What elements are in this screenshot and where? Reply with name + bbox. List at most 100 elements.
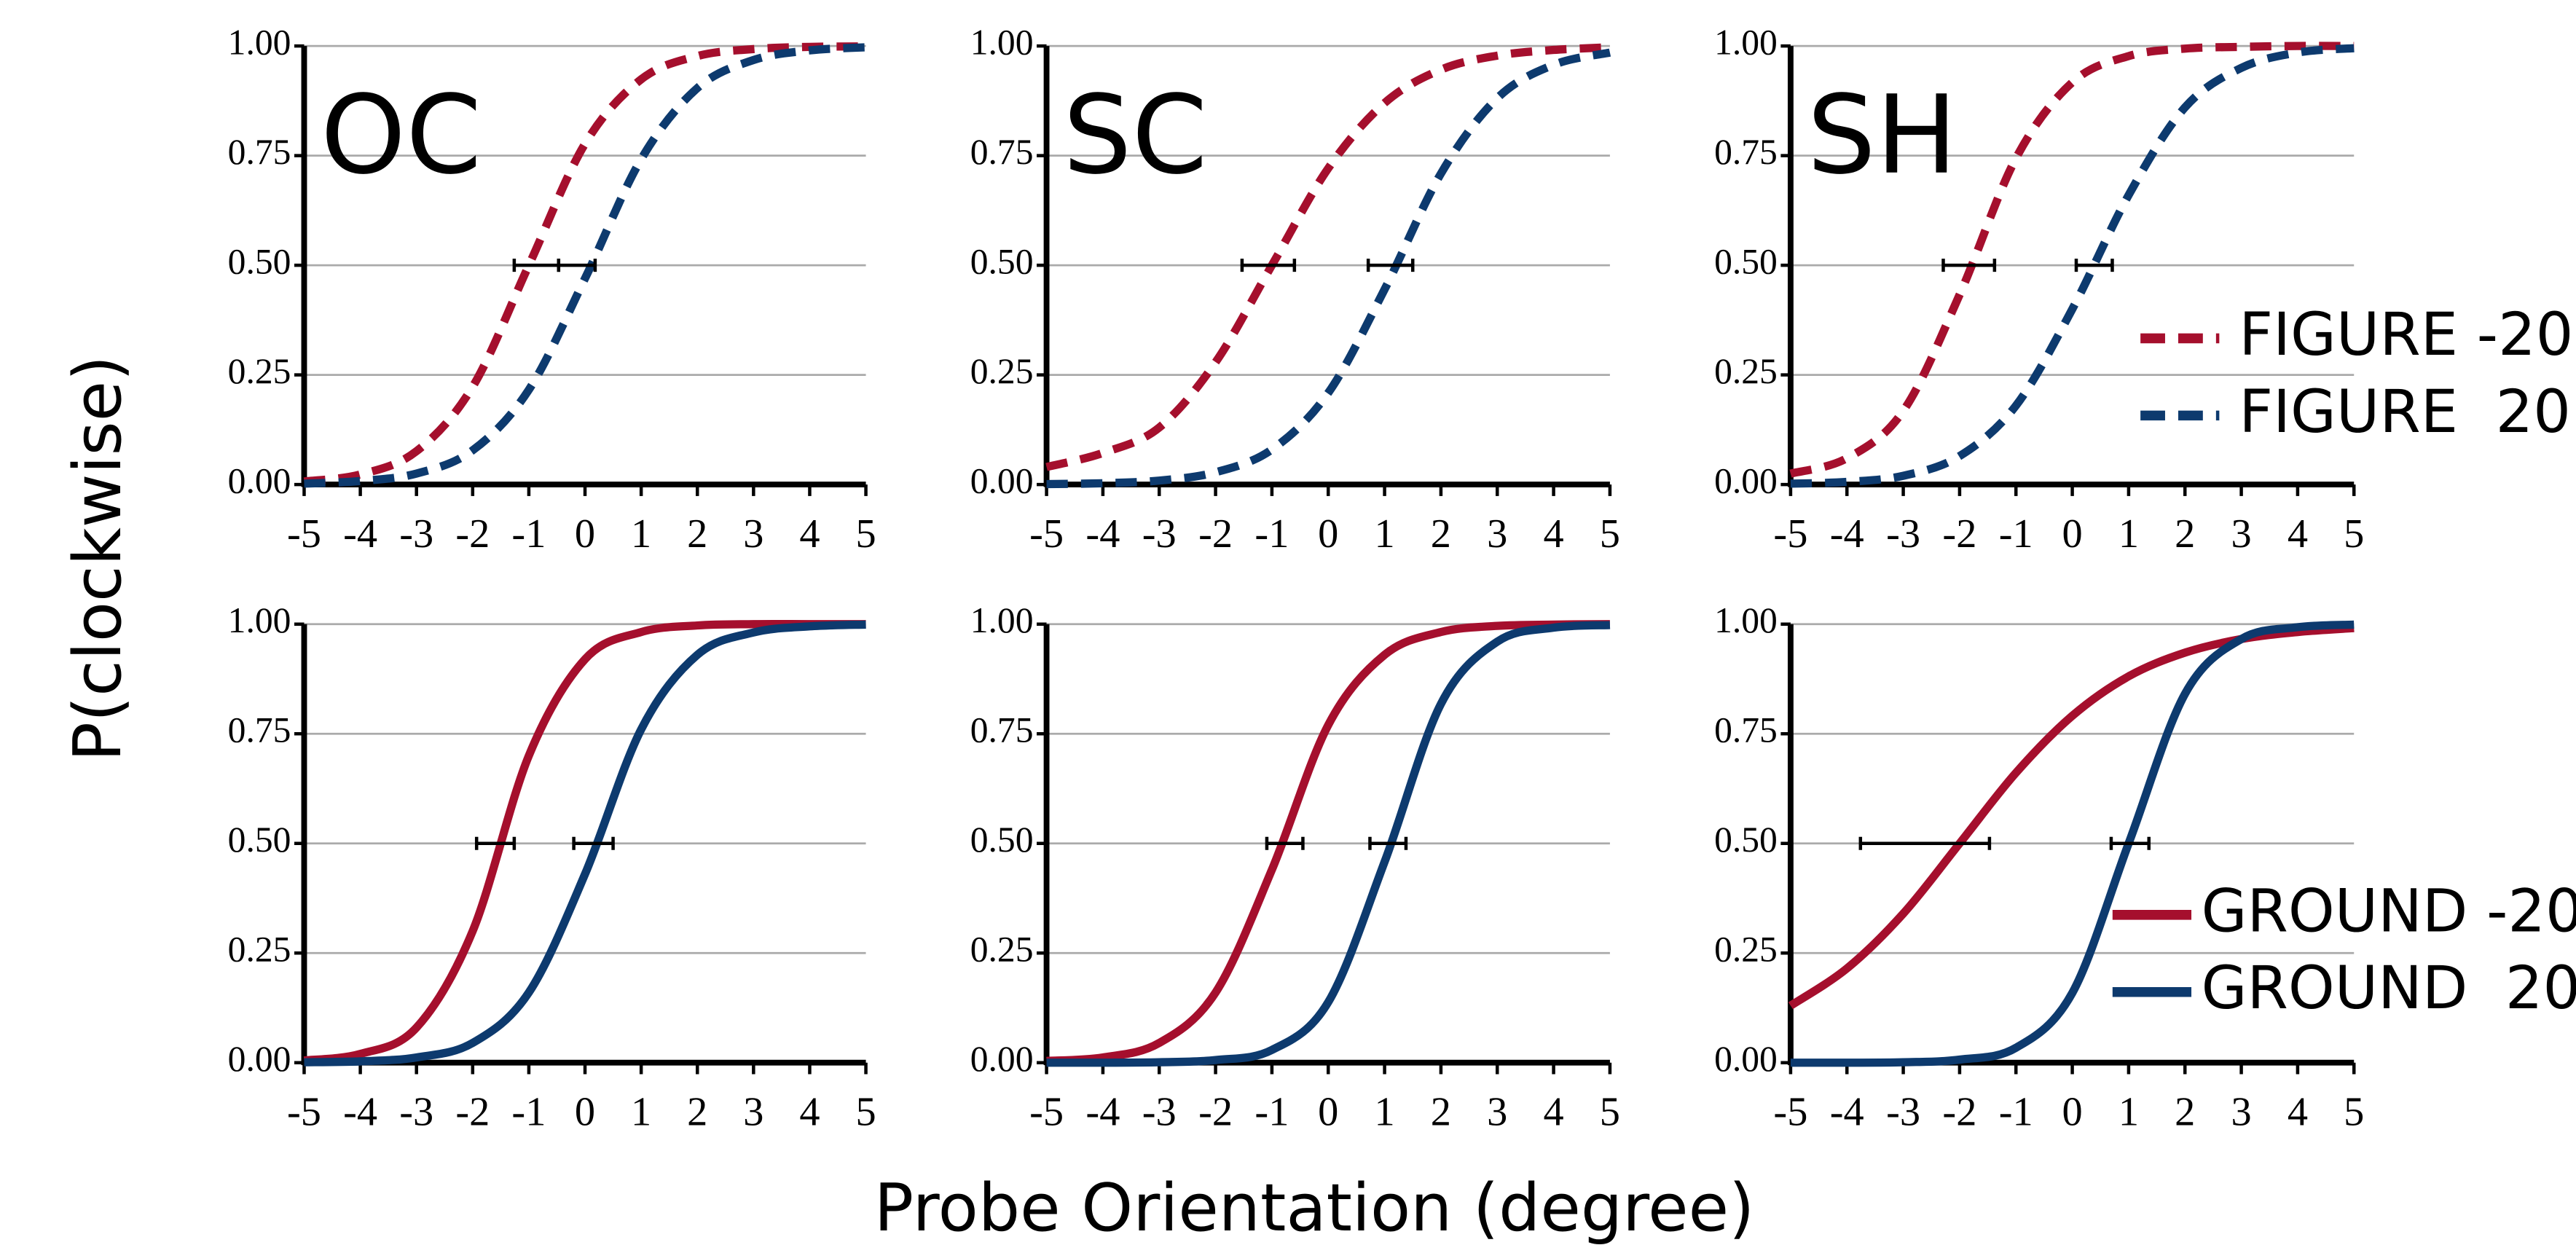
x-tick-label: -3 xyxy=(1886,1089,1920,1134)
x-tick-label: 2 xyxy=(1431,1089,1451,1134)
x-tick-label: -4 xyxy=(1085,511,1120,557)
y-tick-label: 0.00 xyxy=(228,460,291,500)
y-tick-label: 0.50 xyxy=(1714,241,1778,281)
x-tick-label: 4 xyxy=(2288,511,2308,557)
x-tick-label: -2 xyxy=(455,511,490,557)
x-tick-label: 0 xyxy=(575,1089,595,1134)
x-tick-label: -1 xyxy=(1999,511,2033,557)
y-tick-label: 0.00 xyxy=(970,460,1034,500)
y-tick-label: 0.50 xyxy=(228,241,291,281)
x-tick-label: -4 xyxy=(343,511,377,557)
x-tick-label: -1 xyxy=(511,1089,546,1134)
y-tick-label: 1.00 xyxy=(970,600,1034,640)
x-tick-label: 3 xyxy=(2231,511,2251,557)
curve xyxy=(303,619,866,1065)
x-tick-label: 5 xyxy=(1600,1089,1620,1134)
x-tick-label: 3 xyxy=(743,511,763,557)
y-tick-label: 0.25 xyxy=(1714,351,1778,391)
curve xyxy=(304,43,866,488)
legend-label: GROUND 20° xyxy=(2202,954,2576,1023)
y-tick-label: 0.00 xyxy=(228,1039,291,1079)
curve xyxy=(1789,42,2355,478)
x-tick-label: 5 xyxy=(1600,511,1620,557)
x-tick-label: 3 xyxy=(1487,511,1507,557)
x-tick-label: 2 xyxy=(687,1089,707,1134)
x-tick-label: -2 xyxy=(1942,511,1976,557)
y-axis-label: P(clockwise) xyxy=(60,356,136,762)
y-tick-label: 0.75 xyxy=(970,132,1034,172)
curve xyxy=(1790,44,2355,488)
x-tick-label: -2 xyxy=(1942,1089,1976,1134)
x-tick-label: 5 xyxy=(2344,511,2364,557)
x-tick-label: -1 xyxy=(1254,1089,1289,1134)
y-tick-label: 1.00 xyxy=(228,23,291,63)
x-tick-label: 1 xyxy=(1374,511,1394,557)
panel-title: OC xyxy=(321,73,482,199)
x-tick-label: 1 xyxy=(631,511,651,557)
x-tick-label: 4 xyxy=(799,1089,820,1134)
x-tick-label: -1 xyxy=(1999,1089,2033,1134)
y-tick-label: 1.00 xyxy=(228,600,291,640)
x-tick-label: 1 xyxy=(1374,1089,1394,1134)
y-tick-label: 1.00 xyxy=(1714,600,1778,640)
x-tick-label: 2 xyxy=(2175,511,2195,557)
x-tick-label: -3 xyxy=(1142,511,1177,557)
curve xyxy=(1046,621,1611,1067)
x-tick-label: -4 xyxy=(343,1089,377,1134)
curve xyxy=(1790,620,2355,1067)
x-tick-label: -2 xyxy=(455,1089,490,1134)
y-tick-label: 0.50 xyxy=(228,820,291,860)
y-tick-label: 0.75 xyxy=(228,710,291,750)
x-tick-label: -5 xyxy=(287,1089,321,1134)
x-tick-label: -4 xyxy=(1830,511,1864,557)
x-tick-label: -2 xyxy=(1198,511,1233,557)
y-tick-label: 0.50 xyxy=(970,241,1034,281)
x-tick-label: -1 xyxy=(1254,511,1289,557)
x-tick-label: -2 xyxy=(1198,1089,1233,1134)
y-tick-label: 0.75 xyxy=(1714,710,1778,750)
x-tick-label: -4 xyxy=(1085,1089,1120,1134)
curve xyxy=(1788,624,2355,1010)
x-tick-label: -4 xyxy=(1830,1089,1864,1134)
x-tick-label: 1 xyxy=(2118,1089,2139,1134)
y-tick-label: 0.50 xyxy=(1714,820,1778,860)
x-tick-label: 2 xyxy=(1431,511,1451,557)
x-tick-label: 5 xyxy=(2344,1089,2364,1134)
y-tick-label: 0.75 xyxy=(228,132,291,172)
y-tick-label: 0.75 xyxy=(970,710,1034,750)
x-tick-label: -5 xyxy=(1773,511,1807,557)
x-tick-label: 5 xyxy=(855,511,876,557)
x-tick-label: -5 xyxy=(1773,1089,1807,1134)
legend-label: GROUND -20° xyxy=(2202,877,2576,946)
y-tick-label: 0.50 xyxy=(970,820,1034,860)
x-tick-label: 4 xyxy=(1543,511,1563,557)
x-tick-label: 1 xyxy=(631,1089,651,1134)
x-tick-label: 0 xyxy=(1318,1089,1338,1134)
x-tick-label: -5 xyxy=(1029,1089,1064,1134)
x-tick-label: -5 xyxy=(1029,511,1064,557)
y-tick-label: 0.25 xyxy=(970,930,1034,970)
legend-label: FIGURE -20° xyxy=(2239,301,2576,369)
x-tick-label: 3 xyxy=(743,1089,763,1134)
y-tick-label: 0.25 xyxy=(228,930,291,970)
y-tick-label: 0.75 xyxy=(1714,132,1778,172)
panel-title: SH xyxy=(1807,73,1957,199)
x-tick-label: 0 xyxy=(1318,511,1338,557)
panel-title: SC xyxy=(1063,73,1207,199)
x-tick-label: 3 xyxy=(1487,1089,1507,1134)
x-tick-label: 2 xyxy=(687,511,707,557)
x-tick-label: 4 xyxy=(1543,1089,1563,1134)
curve xyxy=(1045,43,1611,471)
y-tick-label: 0.25 xyxy=(970,351,1034,391)
x-tick-label: 3 xyxy=(2231,1089,2251,1134)
curve xyxy=(304,620,866,1067)
x-tick-label: -3 xyxy=(1886,511,1920,557)
y-tick-label: 1.00 xyxy=(970,23,1034,63)
x-tick-label: 5 xyxy=(855,1089,876,1134)
y-tick-label: 0.00 xyxy=(970,1039,1034,1079)
curve xyxy=(303,42,866,486)
x-axis-label: Probe Orientation (degree) xyxy=(874,1170,1755,1245)
x-tick-label: 1 xyxy=(2118,511,2139,557)
